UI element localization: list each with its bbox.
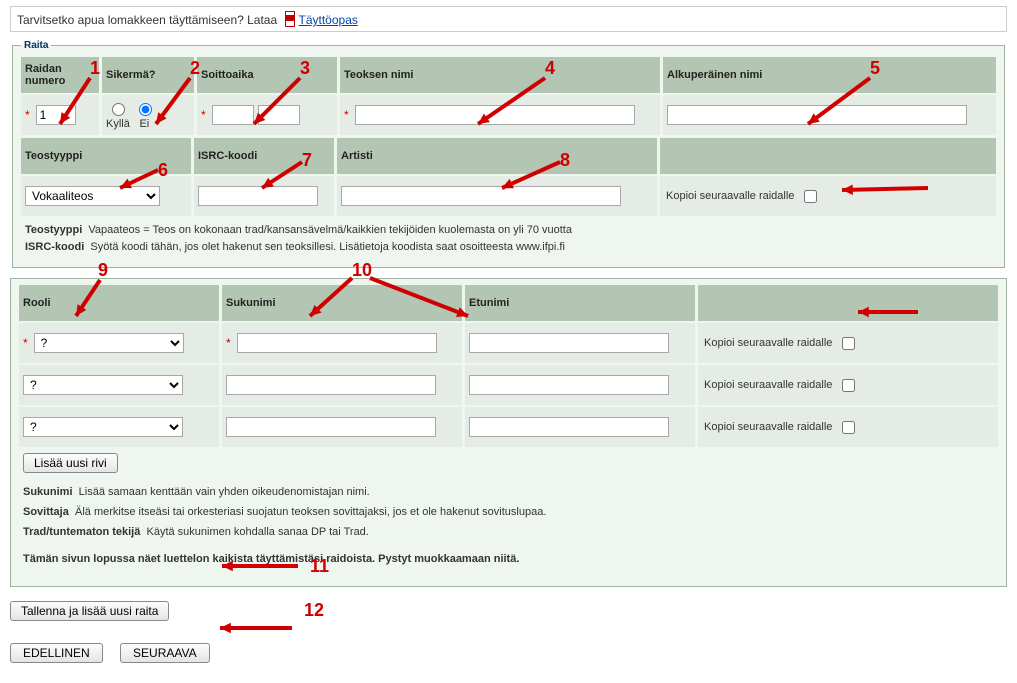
note-trad-text: Käytä sukunimen kohdalla sanaa DP tai Tr… (146, 526, 368, 538)
medley-no-radio[interactable] (139, 103, 152, 116)
role-copy-checkbox[interactable] (842, 421, 855, 434)
note-isrc-text: Syötä koodi tähän, jos olet hakenut sen … (90, 241, 565, 253)
role-cell: ? (19, 365, 219, 405)
header-track-number: Raidan numero (21, 57, 99, 93)
isrc-input[interactable] (198, 186, 318, 206)
note-footer: Tämän sivun lopussa näet luettelon kaiki… (23, 553, 519, 565)
header-orig-title: Alkuperäinen nimi (663, 57, 996, 93)
role-copy-label: Kopioi seuraavalle raidalle (704, 421, 832, 433)
roles-notes: Sukunimi Lisää samaan kenttään vain yhde… (19, 473, 998, 576)
copy-next-checkbox[interactable] (804, 190, 817, 203)
lastname-input[interactable] (237, 333, 437, 353)
required-mark: * (226, 336, 231, 350)
duration-sec-input[interactable] (258, 105, 300, 125)
role-select[interactable]: ? (34, 333, 184, 353)
note-isrc-label: ISRC-koodi (25, 241, 84, 253)
role-cell: ? (19, 407, 219, 447)
copy-next-label: Kopioi seuraavalle raidalle (666, 190, 794, 202)
header-work-title: Teoksen nimi (340, 57, 660, 93)
orig-title-input[interactable] (667, 105, 967, 125)
cell-orig-title (663, 95, 996, 135)
note-lastname-text: Lisää samaan kenttään vain yhden oikeude… (79, 486, 370, 498)
note-arranger-text: Älä merkitse itseäsi tai orkesteriasi su… (75, 506, 546, 518)
header-lastname: Sukunimi (222, 285, 462, 321)
work-type-select[interactable]: Vokaaliteos (25, 186, 160, 206)
lastname-cell (222, 407, 462, 447)
prev-button[interactable]: EDELLINEN (10, 643, 103, 663)
role-copy-cell: Kopioi seuraavalle raidalle (698, 323, 998, 363)
lastname-cell: * (222, 323, 462, 363)
cell-copy-next: Kopioi seuraavalle raidalle (660, 176, 996, 216)
medley-no-label: Ei (139, 118, 149, 130)
firstname-input[interactable] (469, 375, 669, 395)
lastname-input[interactable] (226, 417, 436, 437)
header-artist: Artisti (337, 138, 657, 174)
required-mark: * (25, 108, 30, 122)
cell-medley: Kyllä Ei (102, 95, 194, 135)
role-select[interactable]: ? (23, 375, 183, 395)
lastname-input[interactable] (226, 375, 436, 395)
header-role-copy (698, 285, 998, 321)
pdf-icon (283, 11, 297, 27)
help-link[interactable]: Täyttöopas (299, 13, 358, 27)
header-work-type: Teostyyppi (21, 138, 191, 174)
track-number-input[interactable] (36, 105, 76, 125)
role-copy-checkbox[interactable] (842, 337, 855, 350)
required-mark: * (344, 108, 349, 122)
save-add-button[interactable]: Tallenna ja lisää uusi raita (10, 601, 169, 621)
firstname-cell (465, 365, 695, 405)
header-isrc: ISRC-koodi (194, 138, 334, 174)
cell-track-number: * (21, 95, 99, 135)
cell-isrc (194, 176, 334, 216)
cell-duration: * (197, 95, 337, 135)
role-select[interactable]: ? (23, 417, 183, 437)
lastname-cell (222, 365, 462, 405)
cell-work-type: Vokaaliteos (21, 176, 191, 216)
track-fieldset: Raita Raidan numero Sikermä? Soittoaika … (12, 40, 1005, 268)
duration-min-input[interactable] (212, 105, 254, 125)
role-copy-cell: Kopioi seuraavalle raidalle (698, 365, 998, 405)
note-arranger-label: Sovittaja (23, 506, 69, 518)
role-copy-label: Kopioi seuraavalle raidalle (704, 379, 832, 391)
roles-panel: Rooli Sukunimi Etunimi * ? * Kopioi seur… (10, 278, 1007, 587)
medley-yes-radio[interactable] (112, 103, 125, 116)
header-copy-blank (660, 138, 996, 174)
medley-yes-label: Kyllä (106, 118, 130, 130)
required-mark: * (23, 336, 28, 350)
header-duration: Soittoaika (197, 57, 337, 93)
cell-work-title: * (340, 95, 660, 135)
track-legend: Raita (21, 40, 51, 51)
work-title-input[interactable] (355, 105, 635, 125)
firstname-cell (465, 323, 695, 363)
cell-artist (337, 176, 657, 216)
role-copy-label: Kopioi seuraavalle raidalle (704, 337, 832, 349)
add-row-button[interactable]: Lisää uusi rivi (23, 453, 118, 473)
help-bar: Tarvitsetko apua lomakkeen täyttämiseen?… (10, 6, 1007, 32)
role-copy-cell: Kopioi seuraavalle raidalle (698, 407, 998, 447)
role-copy-checkbox[interactable] (842, 379, 855, 392)
role-cell: * ? (19, 323, 219, 363)
firstname-cell (465, 407, 695, 447)
artist-input[interactable] (341, 186, 621, 206)
next-button[interactable]: SEURAAVA (120, 643, 210, 663)
note-lastname-label: Sukunimi (23, 486, 73, 498)
firstname-input[interactable] (469, 417, 669, 437)
note-worktype-label: Teostyyppi (25, 224, 82, 236)
help-text: Tarvitsetko apua lomakkeen täyttämiseen?… (17, 13, 277, 27)
header-role: Rooli (19, 285, 219, 321)
note-trad-label: Trad/tuntematon tekijä (23, 526, 140, 538)
header-medley: Sikermä? (102, 57, 194, 93)
firstname-input[interactable] (469, 333, 669, 353)
note-worktype-text: Vapaateos = Teos on kokonaan trad/kansan… (88, 224, 572, 236)
header-firstname: Etunimi (465, 285, 695, 321)
required-mark: * (201, 108, 206, 122)
track-notes: Teostyyppi Vapaateos = Teos on kokonaan … (21, 216, 996, 257)
